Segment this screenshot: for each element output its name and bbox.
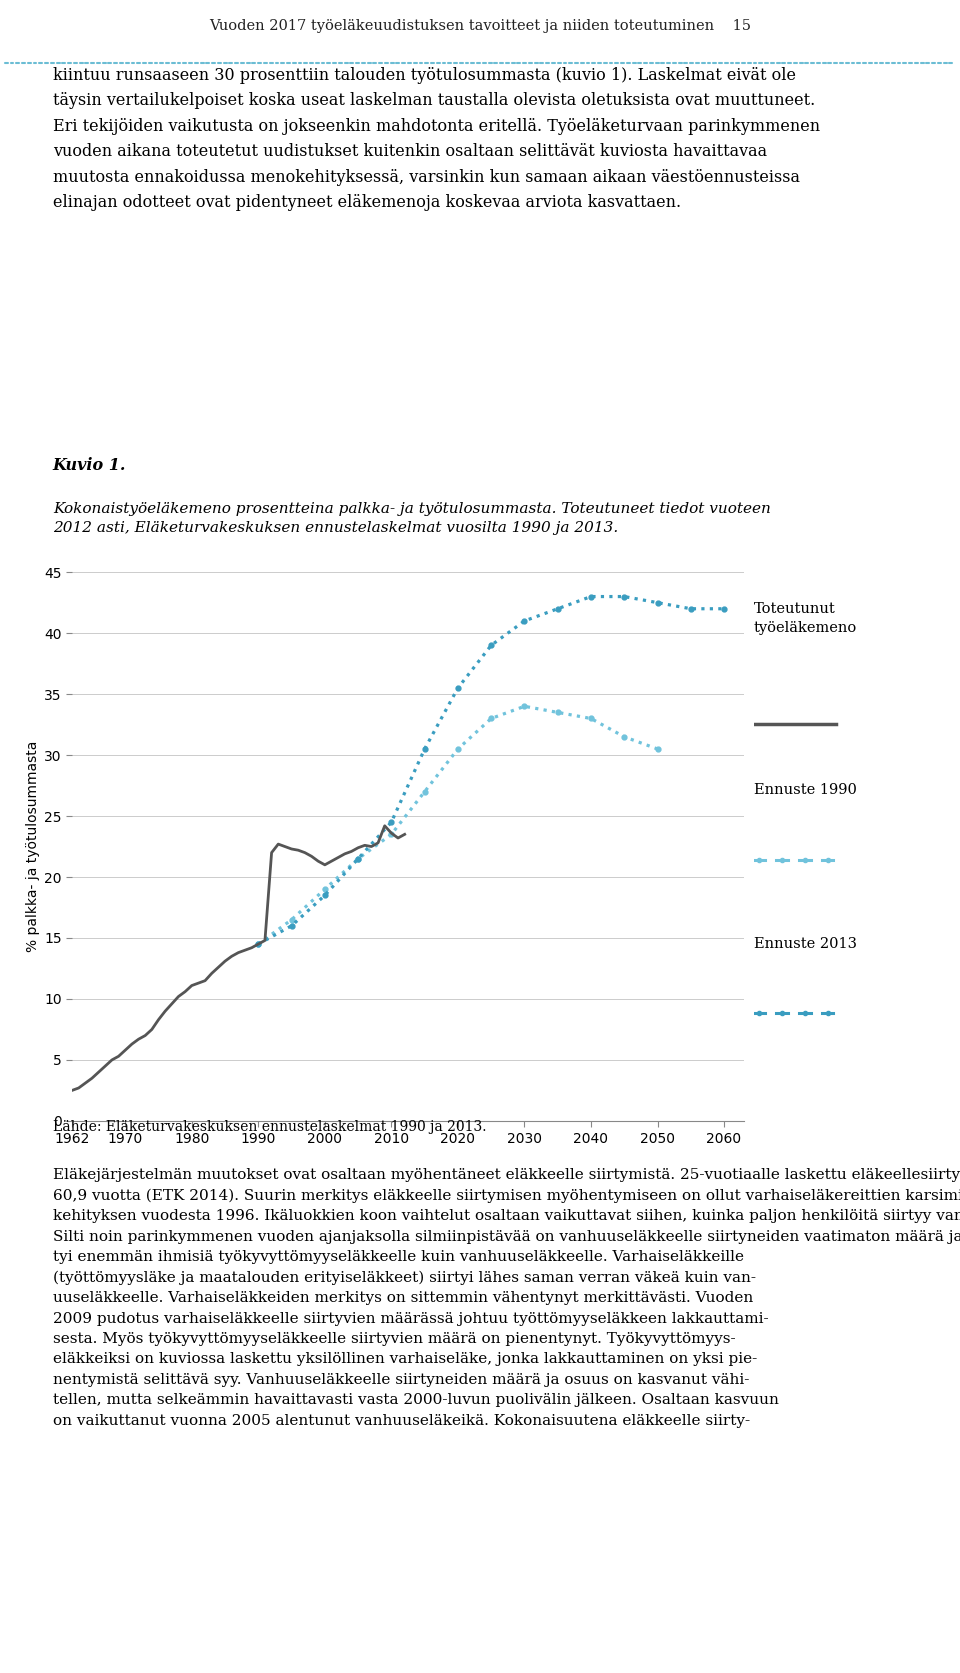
Text: Lähde: Eläketurvakeskuksen ennustelaskelmat 1990 ja 2013.: Lähde: Eläketurvakeskuksen ennustelaskel… bbox=[53, 1121, 487, 1134]
Text: Eläkejärjestelmän muutokset ovat osaltaan myöhentäneet eläkkeelle siirtymistä. 2: Eläkejärjestelmän muutokset ovat osaltaa… bbox=[53, 1168, 960, 1427]
Text: Ennuste 1990: Ennuste 1990 bbox=[754, 783, 856, 796]
Text: Ennuste 2013: Ennuste 2013 bbox=[754, 937, 856, 950]
Y-axis label: % palkka- ja työtulosummasta: % palkka- ja työtulosummasta bbox=[26, 741, 39, 952]
Text: kiintuu runsaaseen 30 prosenttiin talouden työtulosummasta (kuvio 1). Laskelmat : kiintuu runsaaseen 30 prosenttiin taloud… bbox=[53, 67, 820, 211]
Text: Kokonaistyöeläkemeno prosentteina palkka- ja työtulosummasta. Toteutuneet tiedot: Kokonaistyöeläkemeno prosentteina palkka… bbox=[53, 502, 771, 535]
Text: Toteutunut
työeläkemeno: Toteutunut työeläkemeno bbox=[754, 602, 857, 634]
Text: Vuoden 2017 työeläkeuudistuksen tavoitteet ja niiden toteutuminen    15: Vuoden 2017 työeläkeuudistuksen tavoitte… bbox=[209, 18, 751, 32]
Text: Kuvio 1.: Kuvio 1. bbox=[53, 457, 127, 473]
